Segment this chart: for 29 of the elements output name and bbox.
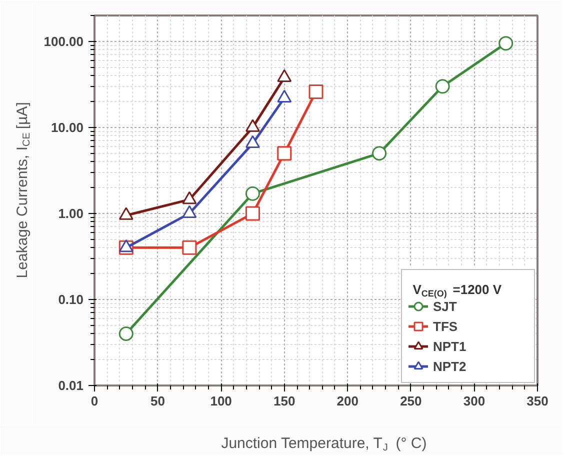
- y-tick-label: 0.10: [58, 292, 84, 307]
- legend-label: TFS: [433, 318, 459, 336]
- point: [182, 240, 197, 255]
- x-tick-label: 200: [336, 394, 358, 408]
- point: [277, 69, 292, 82]
- point: [308, 84, 324, 99]
- point: [245, 135, 260, 148]
- legend-label: SJT: [433, 298, 457, 314]
- point: [245, 206, 260, 221]
- x-tick-label: 100: [210, 394, 232, 408]
- x-tick-label: 250: [400, 394, 422, 408]
- y-tick-label: 100.00: [44, 34, 84, 49]
- point: [245, 186, 260, 201]
- x-tick-label: 150: [274, 394, 296, 408]
- y-axis-title: Leakage Currents, ICE [µA]: [14, 102, 32, 278]
- y-tick-label: 1.00: [58, 206, 84, 221]
- x-tick-label: 300: [463, 394, 486, 408]
- x-tick-label: 350: [526, 394, 548, 408]
- y-tick-label: 0.01: [58, 378, 84, 393]
- point: [277, 146, 292, 161]
- point: [435, 79, 450, 94]
- point: [118, 326, 134, 341]
- legend-label: NPT1: [433, 338, 468, 356]
- y-tick-label: 10.00: [50, 120, 84, 135]
- point: [498, 36, 514, 51]
- point: [372, 146, 387, 161]
- x-tick-label: 0: [90, 394, 98, 408]
- legend-label: NPT2: [433, 358, 468, 376]
- x-tick-label: 50: [150, 394, 166, 408]
